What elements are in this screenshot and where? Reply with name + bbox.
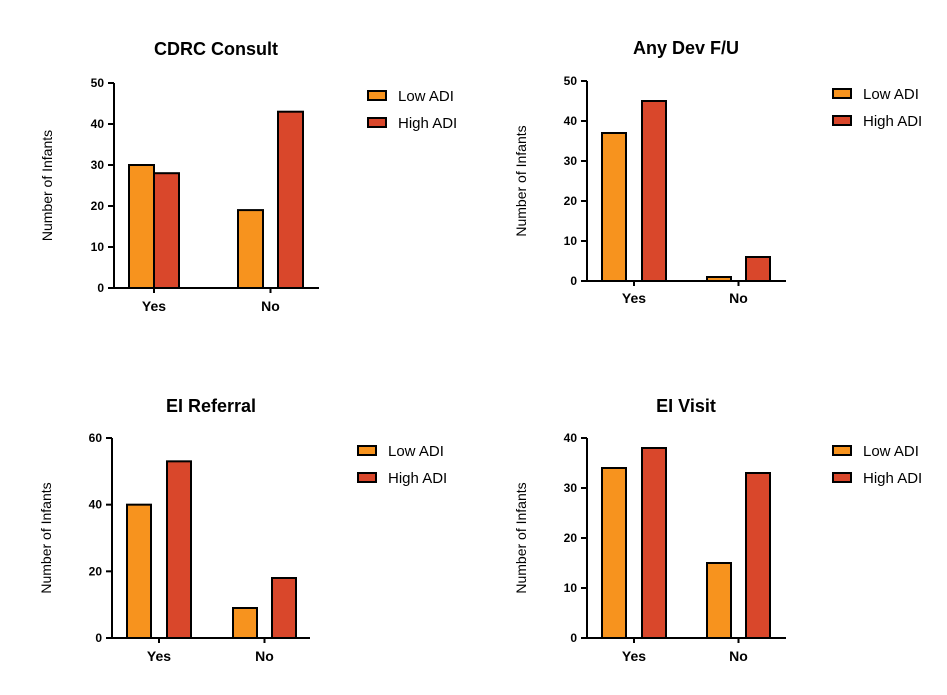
y-tick-label: 0 — [570, 274, 577, 288]
legend-label: Low ADI — [388, 443, 444, 460]
bar-low-adi-no — [237, 209, 264, 290]
bar-low-adi-yes — [128, 164, 155, 289]
y-tick-label: 10 — [91, 240, 105, 254]
bar-high-adi-yes — [641, 100, 667, 282]
legend-label: Low ADI — [863, 86, 919, 103]
x-category-label: No — [261, 298, 280, 314]
legend-swatch-high-adi — [832, 115, 852, 126]
y-tick-label: 10 — [564, 234, 578, 248]
legend-label: High ADI — [863, 470, 922, 487]
legend-label: Low ADI — [863, 443, 919, 460]
y-axis-label: Number of Infants — [513, 125, 529, 236]
y-tick-label: 20 — [91, 199, 105, 213]
legend-swatch-low-adi — [357, 445, 377, 456]
y-axis-label: Number of Infants — [38, 482, 54, 593]
legend-label: Low ADI — [398, 88, 454, 105]
y-tick-label: 40 — [564, 431, 578, 445]
chart-title: CDRC Consult — [154, 39, 278, 59]
legend: Low ADI High ADI — [357, 443, 447, 487]
y-axis-label: Number of Infants — [39, 130, 55, 241]
legend-swatch-low-adi — [832, 445, 852, 456]
panel-any-dev-fu: Any Dev F/U Number of Infants 0 10 20 30 40 50 Y… — [513, 38, 922, 306]
legend: Low ADI High ADI — [832, 443, 922, 487]
panel-ei-visit: EI Visit Number of Infants 0 10 20 30 40 Yes No L… — [513, 396, 922, 664]
bar-low-adi-yes — [601, 467, 627, 639]
legend-swatch-high-adi — [367, 117, 387, 128]
y-tick-label: 30 — [564, 154, 578, 168]
y-tick-label: 20 — [564, 194, 578, 208]
y-tick-label: 30 — [91, 158, 105, 172]
bar-low-adi-yes — [601, 132, 627, 282]
legend: Low ADI High ADI — [367, 88, 457, 132]
x-category-label: Yes — [622, 648, 646, 664]
panel-cdrc-consult: CDRC Consult Number of Infants 0 10 20 30 40 50… — [39, 39, 457, 314]
legend-swatch-low-adi — [832, 88, 852, 99]
legend-label: High ADI — [398, 115, 457, 132]
chart-title: EI Visit — [656, 396, 716, 416]
bar-low-adi-yes — [126, 503, 152, 639]
y-tick-label: 60 — [89, 431, 103, 445]
legend-swatch-high-adi — [832, 472, 852, 483]
y-axis-label: Number of Infants — [513, 482, 529, 593]
y-tick-label: 50 — [564, 74, 578, 88]
y-tick-label: 0 — [570, 631, 577, 645]
legend-label: High ADI — [388, 470, 447, 487]
bar-low-adi-no — [706, 562, 732, 639]
x-category-label: Yes — [147, 648, 171, 664]
bar-high-adi-no — [271, 577, 297, 639]
bar-high-adi-yes — [153, 172, 180, 289]
y-tick-label: 40 — [91, 117, 105, 131]
y-tick-label: 10 — [564, 581, 578, 595]
y-tick-label: 50 — [91, 76, 105, 90]
y-tick-label: 40 — [89, 498, 103, 512]
y-tick-label: 20 — [564, 531, 578, 545]
x-category-label: No — [729, 290, 748, 306]
bar-high-adi-no — [745, 472, 771, 639]
bar-high-adi-yes — [166, 460, 192, 640]
x-category-label: Yes — [622, 290, 646, 306]
bar-high-adi-no — [745, 256, 771, 282]
chart-title: Any Dev F/U — [633, 38, 739, 58]
legend-swatch-low-adi — [367, 90, 387, 101]
x-category-label: No — [255, 648, 274, 664]
chart-title: EI Referral — [166, 396, 256, 416]
x-category-label: Yes — [142, 298, 166, 314]
bar-high-adi-yes — [641, 447, 667, 639]
legend-label: High ADI — [863, 113, 922, 130]
y-tick-label: 0 — [97, 281, 104, 295]
y-tick-label: 20 — [89, 564, 103, 578]
legend: Low ADI High ADI — [832, 86, 922, 130]
y-tick-label: 40 — [564, 114, 578, 128]
bar-low-adi-no — [232, 607, 258, 639]
panel-ei-referral: EI Referral Number of Infants 0 20 40 60 Yes No… — [38, 396, 447, 664]
y-tick-label: 30 — [564, 481, 578, 495]
x-category-label: No — [729, 648, 748, 664]
bar-high-adi-no — [277, 110, 304, 289]
y-tick-label: 0 — [95, 631, 102, 645]
legend-swatch-high-adi — [357, 472, 377, 483]
